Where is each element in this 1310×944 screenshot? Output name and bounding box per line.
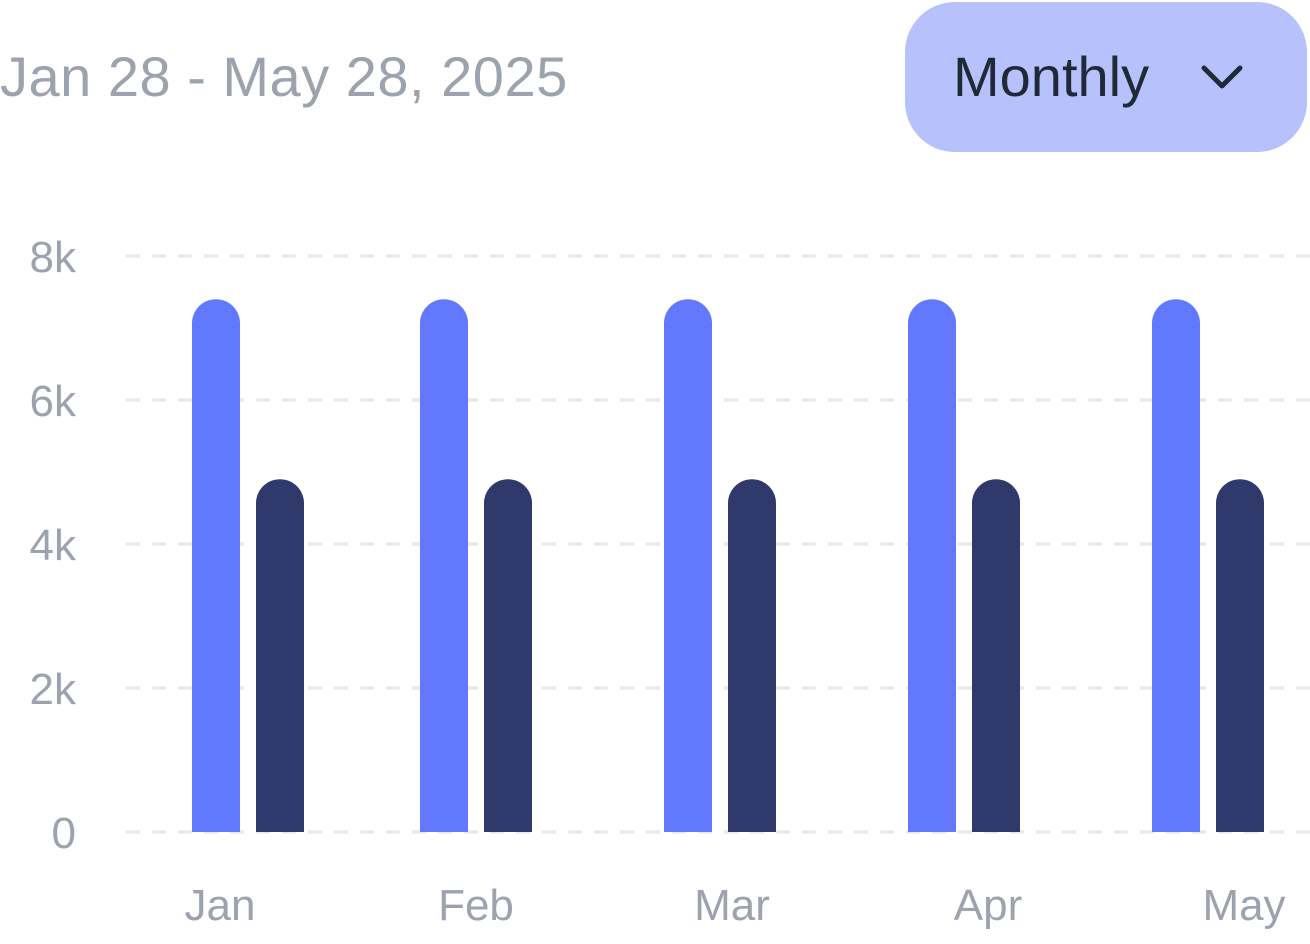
- bar-series-2-apr: [972, 479, 1020, 832]
- x-tick-label: May: [1202, 881, 1285, 930]
- bar-series-2-feb: [484, 479, 532, 832]
- y-tick-label: 6k: [30, 377, 77, 426]
- bar-series-2-may: [1216, 479, 1264, 832]
- chevron-down-icon: [1201, 65, 1243, 89]
- y-tick-label: 8k: [30, 233, 77, 282]
- x-tick-label: Mar: [694, 881, 770, 930]
- y-tick-label: 0: [52, 809, 76, 858]
- x-tick-label: Feb: [438, 881, 514, 930]
- bar-series-1-feb: [420, 299, 468, 832]
- y-tick-label: 4k: [30, 521, 77, 570]
- x-tick-label: Apr: [954, 881, 1022, 930]
- period-select-dropdown[interactable]: Monthly: [905, 2, 1307, 152]
- bar-series-2-jan: [256, 479, 304, 832]
- bar-series-1-may: [1152, 299, 1200, 832]
- bar-series-1-mar: [664, 299, 712, 832]
- bar-series-1-jan: [192, 299, 240, 832]
- period-select-label: Monthly: [953, 45, 1150, 108]
- date-range-label: Jan 28 - May 28, 2025: [0, 45, 568, 108]
- bar-series-1-apr: [908, 299, 956, 832]
- x-tick-label: Jan: [185, 881, 256, 930]
- y-tick-label: 2k: [30, 665, 77, 714]
- bar-series-2-mar: [728, 479, 777, 832]
